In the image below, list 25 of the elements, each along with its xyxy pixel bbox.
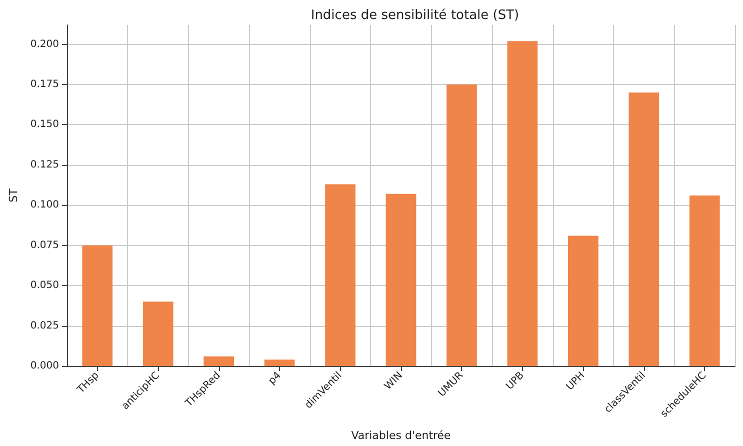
y-tick-label: 0.125: [30, 159, 59, 170]
y-tick-label: 0.050: [30, 280, 59, 292]
y-tick-label: 0.175: [30, 79, 59, 90]
y-axis-title: ST: [7, 188, 20, 202]
bar: [264, 360, 295, 366]
bar: [507, 41, 538, 366]
bar: [386, 194, 416, 366]
bar: [628, 92, 660, 366]
bar: [204, 356, 234, 366]
bar: [325, 184, 356, 366]
y-tick-label: 0.000: [30, 360, 59, 372]
y-tick-label: 0.075: [30, 240, 59, 251]
chart-title: Indices de sensibilité totale (ST): [310, 8, 520, 23]
x-axis-title: Variables d'entrée: [351, 429, 452, 442]
x-tick-label: p4: [266, 370, 284, 387]
bar: [689, 196, 720, 366]
y-tick-label: 0.200: [30, 38, 59, 50]
bar: [142, 302, 174, 366]
bar: [446, 84, 477, 366]
x-tick-label: UPB: [504, 370, 526, 392]
y-tick-label: 0.150: [30, 119, 59, 130]
y-tick-label: 0.025: [30, 320, 59, 332]
bar: [568, 236, 598, 366]
bar: [82, 245, 113, 366]
y-tick-label: 0.100: [30, 200, 59, 211]
